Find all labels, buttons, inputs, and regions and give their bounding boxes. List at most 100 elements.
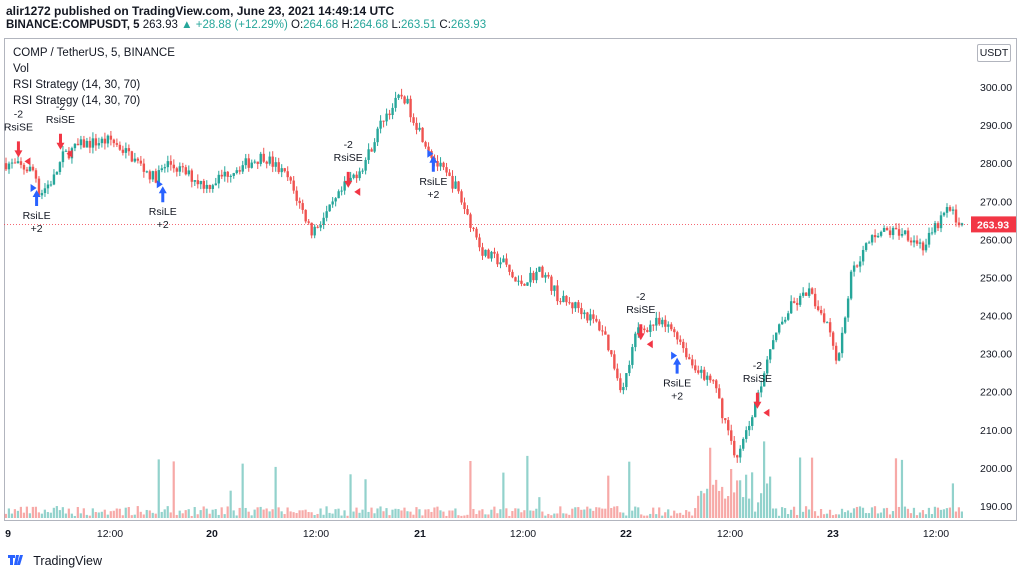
volume-bar bbox=[418, 509, 421, 518]
candle-body bbox=[906, 230, 910, 241]
candle-body bbox=[840, 332, 844, 354]
volume-bar bbox=[846, 510, 850, 518]
candle-body bbox=[924, 244, 928, 251]
signal-qty: -2 bbox=[636, 291, 645, 303]
candle-body bbox=[154, 171, 158, 183]
volume-bar bbox=[121, 515, 124, 518]
volume-bar bbox=[493, 506, 496, 518]
candle-body bbox=[538, 266, 541, 272]
volume-bar bbox=[220, 507, 223, 518]
volume-bar bbox=[406, 511, 409, 518]
candle-body bbox=[777, 324, 781, 333]
candle-body bbox=[478, 237, 481, 248]
volume-bar bbox=[664, 512, 667, 518]
candle-body bbox=[574, 302, 577, 309]
candle-body bbox=[322, 217, 325, 225]
candle-body bbox=[436, 161, 439, 167]
candle-body bbox=[271, 156, 274, 167]
tradingview-footer[interactable]: TradingView bbox=[8, 554, 102, 568]
signal-label: RsiSE bbox=[743, 373, 772, 385]
volume-bar bbox=[34, 506, 37, 518]
candle-body bbox=[55, 172, 59, 175]
volume-bar bbox=[556, 513, 559, 518]
candle-body bbox=[957, 222, 961, 226]
volume-bar bbox=[292, 512, 295, 518]
volume-bar bbox=[520, 512, 523, 518]
volume-bar bbox=[508, 515, 511, 518]
candle-body bbox=[142, 163, 146, 172]
volume-bar bbox=[628, 461, 631, 518]
price-tick-label: 190.00 bbox=[980, 501, 1012, 513]
volume-bar bbox=[13, 509, 16, 518]
candle-body bbox=[586, 312, 589, 321]
volume-bar bbox=[894, 458, 898, 518]
volume-bar bbox=[891, 511, 895, 518]
volume-bar bbox=[4, 513, 7, 518]
candle-body bbox=[780, 321, 784, 325]
volume-bar bbox=[463, 515, 466, 518]
candle-body bbox=[694, 365, 697, 371]
legend-strategy-1[interactable]: RSI Strategy (14, 30, 70) bbox=[13, 79, 141, 91]
candle-body bbox=[310, 222, 313, 236]
candle-body bbox=[580, 308, 583, 315]
candle-body bbox=[58, 162, 62, 173]
volume-bar bbox=[927, 507, 931, 518]
candle-body bbox=[358, 171, 361, 179]
volume-bar bbox=[466, 514, 469, 518]
volume-bar bbox=[376, 508, 379, 518]
candle-body bbox=[424, 142, 427, 147]
candle-body bbox=[667, 324, 670, 327]
long-arrow-icon bbox=[429, 155, 438, 172]
volume-bar bbox=[945, 508, 949, 518]
candle-body bbox=[903, 230, 907, 235]
candle-body bbox=[792, 301, 796, 303]
candle-body bbox=[115, 143, 119, 145]
volume-bar bbox=[472, 508, 475, 518]
volume-bars bbox=[4, 441, 963, 518]
volume-bar bbox=[837, 514, 841, 518]
candle-body bbox=[529, 272, 532, 283]
candle-body bbox=[394, 97, 397, 108]
candle-body bbox=[283, 168, 286, 172]
volume-bar bbox=[475, 514, 478, 518]
candle-body bbox=[298, 200, 301, 204]
candle-body bbox=[388, 113, 391, 116]
time-tick-label: 12:00 bbox=[510, 528, 536, 540]
candle-body bbox=[568, 302, 571, 304]
volume-bar bbox=[325, 506, 328, 518]
candle-body bbox=[337, 191, 340, 199]
signal-qty: -2 bbox=[14, 108, 23, 120]
currency-button[interactable]: USDT bbox=[977, 44, 1011, 62]
volume-bar bbox=[409, 511, 412, 518]
candle-body bbox=[733, 440, 736, 456]
volume-bar bbox=[286, 507, 289, 518]
volume-bar bbox=[337, 508, 340, 518]
legend-title[interactable]: COMP / TetherUS, 5, BINANCE bbox=[13, 47, 175, 59]
chart-frame[interactable] bbox=[4, 38, 1017, 521]
legend-vol[interactable]: Vol bbox=[13, 63, 29, 75]
candle-body bbox=[481, 247, 484, 256]
candle-body bbox=[652, 324, 655, 326]
time-tick-label: 12:00 bbox=[923, 528, 949, 540]
signal-qty: -2 bbox=[56, 101, 65, 113]
tradingview-logo-icon bbox=[8, 555, 23, 565]
volume-bar bbox=[490, 509, 493, 518]
signal-label: RsiSE bbox=[626, 304, 655, 316]
volume-bar bbox=[688, 511, 691, 518]
candle-body bbox=[328, 204, 331, 212]
volume-bar bbox=[565, 513, 568, 518]
legend-strategy-2[interactable]: RSI Strategy (14, 30, 70) bbox=[13, 95, 141, 107]
candle-body bbox=[496, 253, 499, 265]
long-arrow-icon bbox=[673, 357, 682, 374]
volume-bar bbox=[103, 509, 106, 518]
volume-bar bbox=[169, 512, 172, 518]
volume-bar bbox=[658, 507, 661, 518]
candle-body bbox=[613, 354, 616, 369]
candle-body bbox=[475, 228, 478, 238]
candle-body bbox=[810, 288, 814, 294]
strategy-signals: -2RsiSE-2RsiSERsiLE+2RsiLE+2-2RsiSERsiLE… bbox=[4, 101, 772, 417]
volume-bar bbox=[676, 513, 679, 518]
candle-body bbox=[274, 162, 277, 167]
volume-bar bbox=[631, 510, 634, 518]
